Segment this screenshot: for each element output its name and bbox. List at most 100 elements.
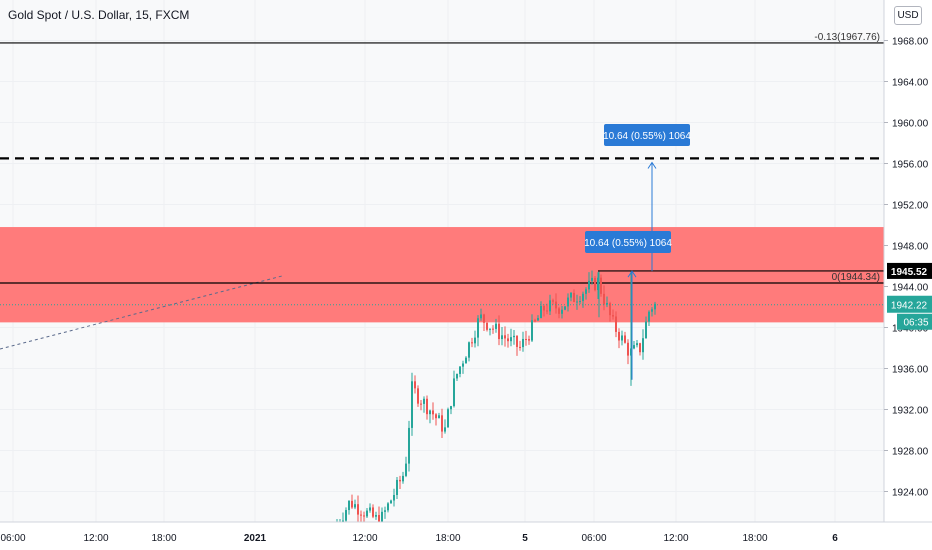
y-tick-label: 1952.00 bbox=[892, 201, 929, 212]
candle-body bbox=[486, 322, 488, 330]
candle-body bbox=[396, 479, 398, 495]
candle-body bbox=[567, 297, 569, 307]
candle-body bbox=[432, 410, 434, 415]
candle-body bbox=[597, 277, 599, 291]
y-tick-label: 1956.00 bbox=[892, 160, 929, 171]
candle-body bbox=[426, 398, 428, 415]
candle-body bbox=[435, 414, 437, 419]
candle-body bbox=[354, 504, 356, 508]
candle-body bbox=[480, 314, 482, 319]
candle-body bbox=[588, 280, 590, 290]
high-price-badge bbox=[887, 262, 932, 279]
candle-body bbox=[492, 328, 494, 330]
candle-body bbox=[474, 337, 476, 344]
measure-label-box[interactable] bbox=[585, 231, 671, 253]
x-tick-label: 12:00 bbox=[352, 533, 377, 544]
candle-body bbox=[429, 410, 431, 415]
candle-body bbox=[651, 309, 653, 312]
time-scale[interactable] bbox=[0, 522, 932, 550]
candle-body bbox=[552, 300, 554, 302]
candle-body bbox=[456, 373, 458, 379]
candle-body bbox=[423, 398, 425, 404]
y-tick-label: 1964.00 bbox=[892, 78, 929, 89]
candle-body bbox=[447, 409, 449, 428]
candle-body bbox=[468, 342, 470, 358]
candle-body bbox=[606, 302, 608, 305]
measure-arrow bbox=[627, 270, 637, 278]
current-price-label: 1942.22 bbox=[891, 301, 928, 312]
candle-body bbox=[603, 293, 605, 305]
candle-body bbox=[642, 338, 644, 353]
candle-body bbox=[387, 503, 389, 511]
candle-body bbox=[465, 357, 467, 364]
candle-body bbox=[645, 321, 647, 339]
x-tick-label: 12:00 bbox=[83, 533, 108, 544]
candle-body bbox=[573, 292, 575, 302]
candle-body bbox=[612, 315, 614, 317]
candle-body bbox=[534, 320, 536, 322]
candle-body bbox=[546, 310, 548, 312]
candle-body bbox=[453, 378, 455, 407]
candle-body bbox=[618, 331, 620, 341]
candle-body bbox=[522, 338, 524, 348]
candle-body bbox=[441, 415, 443, 432]
candle-body bbox=[633, 345, 635, 349]
high-price-label: 1945.52 bbox=[891, 267, 928, 278]
candle-body bbox=[525, 338, 527, 340]
candle-body bbox=[405, 463, 407, 476]
candle-body bbox=[519, 346, 521, 348]
resistance-zone[interactable] bbox=[0, 227, 884, 323]
candle-body bbox=[381, 511, 383, 529]
candle-body bbox=[414, 381, 416, 389]
x-tick-label: 6 bbox=[832, 533, 838, 544]
candle-body bbox=[609, 302, 611, 316]
y-tick-label: 1944.00 bbox=[892, 283, 929, 294]
candle-body bbox=[483, 314, 485, 323]
countdown-label: 06:35 bbox=[903, 318, 928, 329]
current-price-badge bbox=[887, 295, 932, 313]
candle-body bbox=[357, 504, 359, 515]
y-tick-label: 1924.00 bbox=[892, 488, 929, 499]
candle-body bbox=[531, 320, 533, 341]
candle-body bbox=[402, 475, 404, 482]
candle-body bbox=[417, 388, 419, 404]
candle-body bbox=[363, 515, 365, 517]
measure-label-box[interactable] bbox=[604, 124, 690, 146]
x-tick-label: 18:00 bbox=[151, 533, 176, 544]
candle-body bbox=[438, 415, 440, 419]
candle-body bbox=[576, 301, 578, 303]
candle-body bbox=[369, 507, 371, 511]
candle-body bbox=[516, 335, 518, 347]
candle-body bbox=[540, 306, 542, 319]
y-tick-label: 1928.00 bbox=[892, 447, 929, 458]
candle-body bbox=[621, 335, 623, 341]
candle-body bbox=[558, 308, 560, 314]
y-tick-label: 1948.00 bbox=[892, 242, 929, 253]
candle-body bbox=[501, 335, 503, 340]
currency-button[interactable]: USD bbox=[894, 6, 922, 25]
candle-body bbox=[582, 293, 584, 302]
candle-body bbox=[384, 510, 386, 512]
measure-label: 10.64 (0.55%) 1064 bbox=[584, 238, 672, 249]
candle-body bbox=[399, 479, 401, 482]
candle-body bbox=[420, 403, 422, 405]
candle-body bbox=[498, 323, 500, 340]
candle-body bbox=[564, 306, 566, 310]
candle-body bbox=[591, 277, 593, 281]
candle-body bbox=[366, 510, 368, 517]
trend-line[interactable] bbox=[0, 275, 283, 350]
candle-body bbox=[615, 316, 617, 332]
candle-body bbox=[537, 318, 539, 321]
x-tick-label: 5 bbox=[522, 533, 528, 544]
y-tick-label: 1968.00 bbox=[892, 37, 929, 48]
y-tick-label: 1936.00 bbox=[892, 365, 929, 376]
candle-body bbox=[570, 292, 572, 298]
candle-body bbox=[594, 277, 596, 291]
candle-body bbox=[360, 514, 362, 516]
horizontal-line-label: 0(1944.34) bbox=[832, 272, 880, 283]
candle-body bbox=[507, 338, 509, 342]
x-tick-label: 12:00 bbox=[663, 533, 688, 544]
candle-body bbox=[639, 343, 641, 353]
